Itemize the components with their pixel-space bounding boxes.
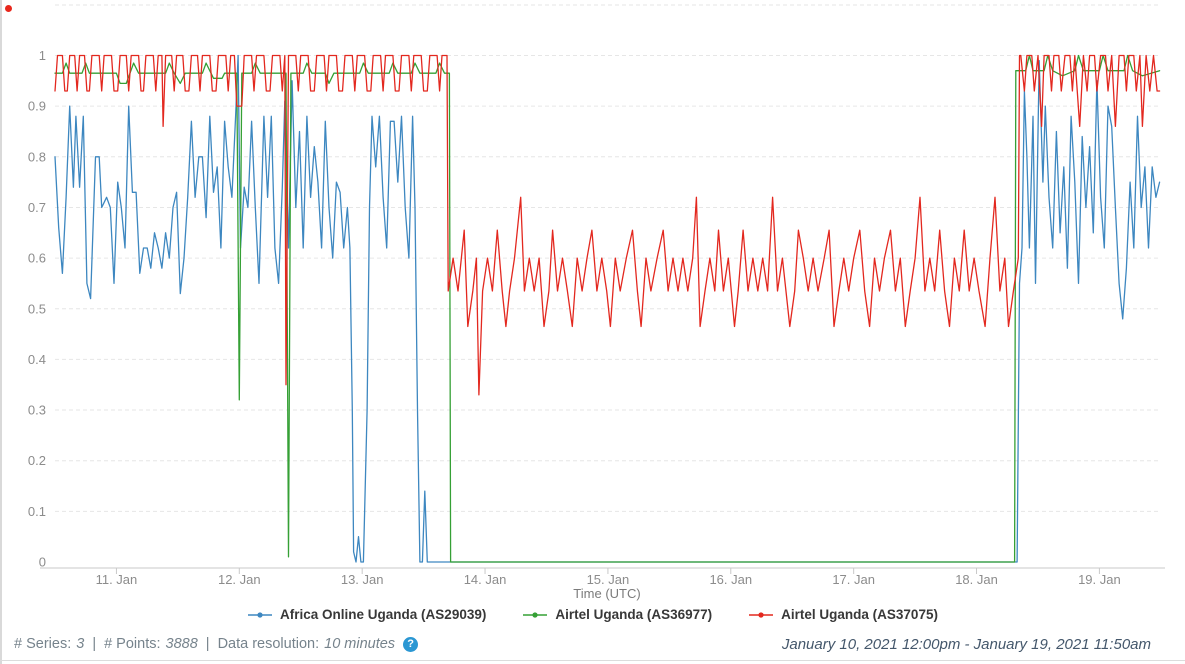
legend-item-1[interactable]: Airtel Uganda (AS36977) bbox=[522, 607, 712, 622]
x-axis-tick-label: 14. Jan bbox=[464, 572, 507, 587]
x-axis-tick-label: 11. Jan bbox=[96, 572, 138, 587]
legend-marker-icon bbox=[749, 611, 774, 618]
y-axis-tick-label: 0.7 bbox=[28, 200, 46, 215]
series-line-1 bbox=[54, 54, 1161, 563]
y-axis-tick-label: 0.8 bbox=[28, 149, 46, 164]
date-range: January 10, 2021 12:00pm - January 19, 2… bbox=[781, 636, 1151, 653]
panel-left-border bbox=[0, 0, 2, 664]
x-axis-title: Time (UTC) bbox=[573, 586, 640, 601]
timeseries-chart[interactable]: 1 0.9 0.8 0.7 0.6 0.5 0.4 0.3 0.2 0.1 0 11. Jan 12. … bbox=[0, 0, 1185, 604]
legend-item-0[interactable]: Africa Online Uganda (AS29039) bbox=[247, 607, 486, 622]
y-axis-tick-label: 0.2 bbox=[28, 453, 46, 468]
resolution-value: 10 minutes bbox=[324, 636, 396, 652]
x-axis-tick-label: 17. Jan bbox=[832, 572, 875, 587]
y-axis-tick-label: 0.1 bbox=[28, 504, 46, 519]
legend-label: Airtel Uganda (AS36977) bbox=[555, 607, 713, 622]
legend-label: Airtel Uganda (AS37075) bbox=[781, 607, 938, 622]
series-count-value: 3 bbox=[76, 636, 85, 652]
y-axis-tick-label: 0.4 bbox=[28, 352, 46, 367]
red-indicator-dot bbox=[5, 5, 12, 12]
series-line-2 bbox=[54, 54, 1161, 396]
resolution-label: Data resolution: bbox=[217, 636, 320, 652]
y-axis-tick-label: 0.5 bbox=[28, 301, 46, 316]
x-axis-tick-label: 12. Jan bbox=[218, 572, 261, 587]
bottom-divider bbox=[0, 660, 1185, 661]
x-axis-tick-label: 13. Jan bbox=[341, 572, 384, 587]
chart-footer: # Series: 3 | # Points: 3888 | Data reso… bbox=[0, 633, 1185, 657]
help-icon[interactable]: ? bbox=[403, 636, 419, 652]
x-axis-tick-label: 19. Jan bbox=[1078, 572, 1121, 587]
points-count-value: 3888 bbox=[165, 636, 198, 652]
y-axis-tick-label: 0.3 bbox=[28, 403, 46, 418]
series-count-label: # Series: bbox=[14, 636, 72, 652]
x-axis-tick-label: 15. Jan bbox=[587, 572, 630, 587]
legend-marker-icon bbox=[523, 611, 548, 618]
x-axis-tick-label: 16. Jan bbox=[709, 572, 752, 587]
y-axis-tick-label: 0 bbox=[39, 555, 46, 570]
y-axis-tick-label: 0.6 bbox=[28, 251, 46, 266]
points-count-label: # Points: bbox=[104, 636, 161, 652]
series-line-0 bbox=[54, 54, 1161, 563]
x-axis-tick-label: 18. Jan bbox=[955, 572, 998, 587]
legend-item-2[interactable]: Airtel Uganda (AS37075) bbox=[748, 607, 938, 622]
chart-legend: Africa Online Uganda (AS29039) Airtel Uga… bbox=[0, 607, 1185, 622]
chart-stats: # Series: 3 | # Points: 3888 | Data reso… bbox=[14, 636, 419, 652]
legend-label: Africa Online Uganda (AS29039) bbox=[280, 607, 487, 622]
separator: | bbox=[205, 636, 210, 652]
separator: | bbox=[92, 636, 97, 652]
y-axis-tick-label: 1 bbox=[39, 48, 46, 63]
y-axis-tick-label: 0.9 bbox=[28, 99, 46, 114]
legend-marker-icon bbox=[248, 611, 273, 618]
